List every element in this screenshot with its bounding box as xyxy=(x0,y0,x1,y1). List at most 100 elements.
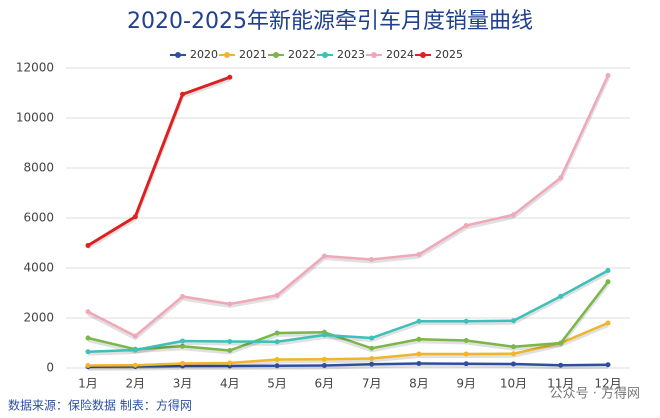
legend-marker xyxy=(224,52,230,58)
point xyxy=(132,362,138,368)
point xyxy=(369,356,375,361)
point xyxy=(605,268,611,273)
point xyxy=(227,339,233,344)
point xyxy=(510,351,516,357)
point xyxy=(463,223,469,228)
point xyxy=(416,318,422,324)
y-tick-label: 8000 xyxy=(23,161,54,175)
point xyxy=(416,336,422,342)
y-tick-label: 0 xyxy=(46,361,54,375)
line-shadow xyxy=(87,363,609,371)
point xyxy=(463,351,469,357)
series-line xyxy=(87,362,609,368)
x-tick-label: 11月 xyxy=(547,377,574,391)
point xyxy=(605,279,611,285)
legend-marker xyxy=(175,52,181,58)
point xyxy=(416,351,422,357)
line-shadow xyxy=(87,270,609,356)
point xyxy=(227,360,233,366)
y-tick-label: 4000 xyxy=(23,261,54,275)
point xyxy=(321,363,327,368)
x-tick-label: 1月 xyxy=(78,377,98,391)
y-tick-label: 12000 xyxy=(16,61,54,75)
y-tick-label: 10000 xyxy=(16,111,54,125)
series-line xyxy=(87,269,609,353)
point xyxy=(321,332,327,338)
line-shadow xyxy=(87,76,610,341)
chart-title: 2020-2025年新能源牵引车月度销量曲线 xyxy=(127,9,533,34)
point xyxy=(132,347,138,353)
line-shadow xyxy=(86,77,231,250)
point xyxy=(321,253,327,259)
y-tick-label: 6000 xyxy=(23,211,54,225)
x-tick-label: 2月 xyxy=(125,377,145,391)
x-tick-label: 5月 xyxy=(267,377,287,391)
point xyxy=(605,362,611,368)
point xyxy=(180,294,186,299)
point xyxy=(274,363,280,369)
point xyxy=(180,361,186,366)
legend-label: 2020 xyxy=(190,48,218,61)
point xyxy=(274,339,280,345)
legend-marker xyxy=(322,52,328,58)
legend-marker xyxy=(273,52,279,58)
watermark: 公众号 · 方得网 xyxy=(550,386,640,402)
line-shadow xyxy=(87,323,609,370)
x-tick-label: 9月 xyxy=(456,377,476,391)
source-note: 数据来源：保险数据 制表：方得网 xyxy=(8,398,192,413)
series-line xyxy=(87,321,609,367)
point xyxy=(369,257,375,262)
point xyxy=(227,74,233,80)
point xyxy=(180,338,186,344)
point xyxy=(416,361,422,366)
point xyxy=(85,243,91,248)
point xyxy=(274,330,280,336)
point xyxy=(321,356,327,362)
x-tick-label: 7月 xyxy=(362,377,382,391)
point xyxy=(558,340,564,346)
point xyxy=(369,361,375,367)
point xyxy=(227,348,233,353)
point xyxy=(463,338,469,343)
legend-marker xyxy=(420,52,426,58)
series-line xyxy=(87,74,610,338)
point xyxy=(180,343,186,349)
point xyxy=(85,349,91,355)
point xyxy=(416,252,422,257)
legend-label: 2022 xyxy=(288,48,316,61)
point xyxy=(85,335,91,341)
point xyxy=(85,363,91,368)
legend-label: 2021 xyxy=(239,48,267,61)
x-tick-label: 6月 xyxy=(315,377,335,391)
point xyxy=(180,91,186,97)
point xyxy=(510,212,516,218)
line-shadow xyxy=(87,282,610,355)
point xyxy=(85,309,91,315)
legend-label: 2023 xyxy=(337,48,365,61)
point xyxy=(510,318,516,324)
x-tick-label: 8月 xyxy=(409,377,429,391)
legend-label: 2025 xyxy=(435,48,463,61)
series-line xyxy=(87,75,231,247)
point xyxy=(274,292,280,298)
point xyxy=(369,345,375,351)
point xyxy=(463,361,469,367)
point xyxy=(558,175,564,181)
x-tick-label: 12月 xyxy=(594,377,621,391)
point xyxy=(132,214,138,220)
point xyxy=(227,301,233,307)
legend-label: 2024 xyxy=(386,48,414,61)
point xyxy=(558,362,564,368)
point xyxy=(274,357,280,362)
legend-marker xyxy=(371,52,377,58)
point xyxy=(369,335,375,341)
x-tick-label: 10月 xyxy=(500,377,527,391)
point xyxy=(510,361,516,367)
point xyxy=(132,333,138,339)
x-tick-label: 3月 xyxy=(173,377,193,391)
series-line xyxy=(87,280,609,352)
point xyxy=(605,73,611,78)
point xyxy=(510,344,516,350)
point xyxy=(558,293,564,299)
